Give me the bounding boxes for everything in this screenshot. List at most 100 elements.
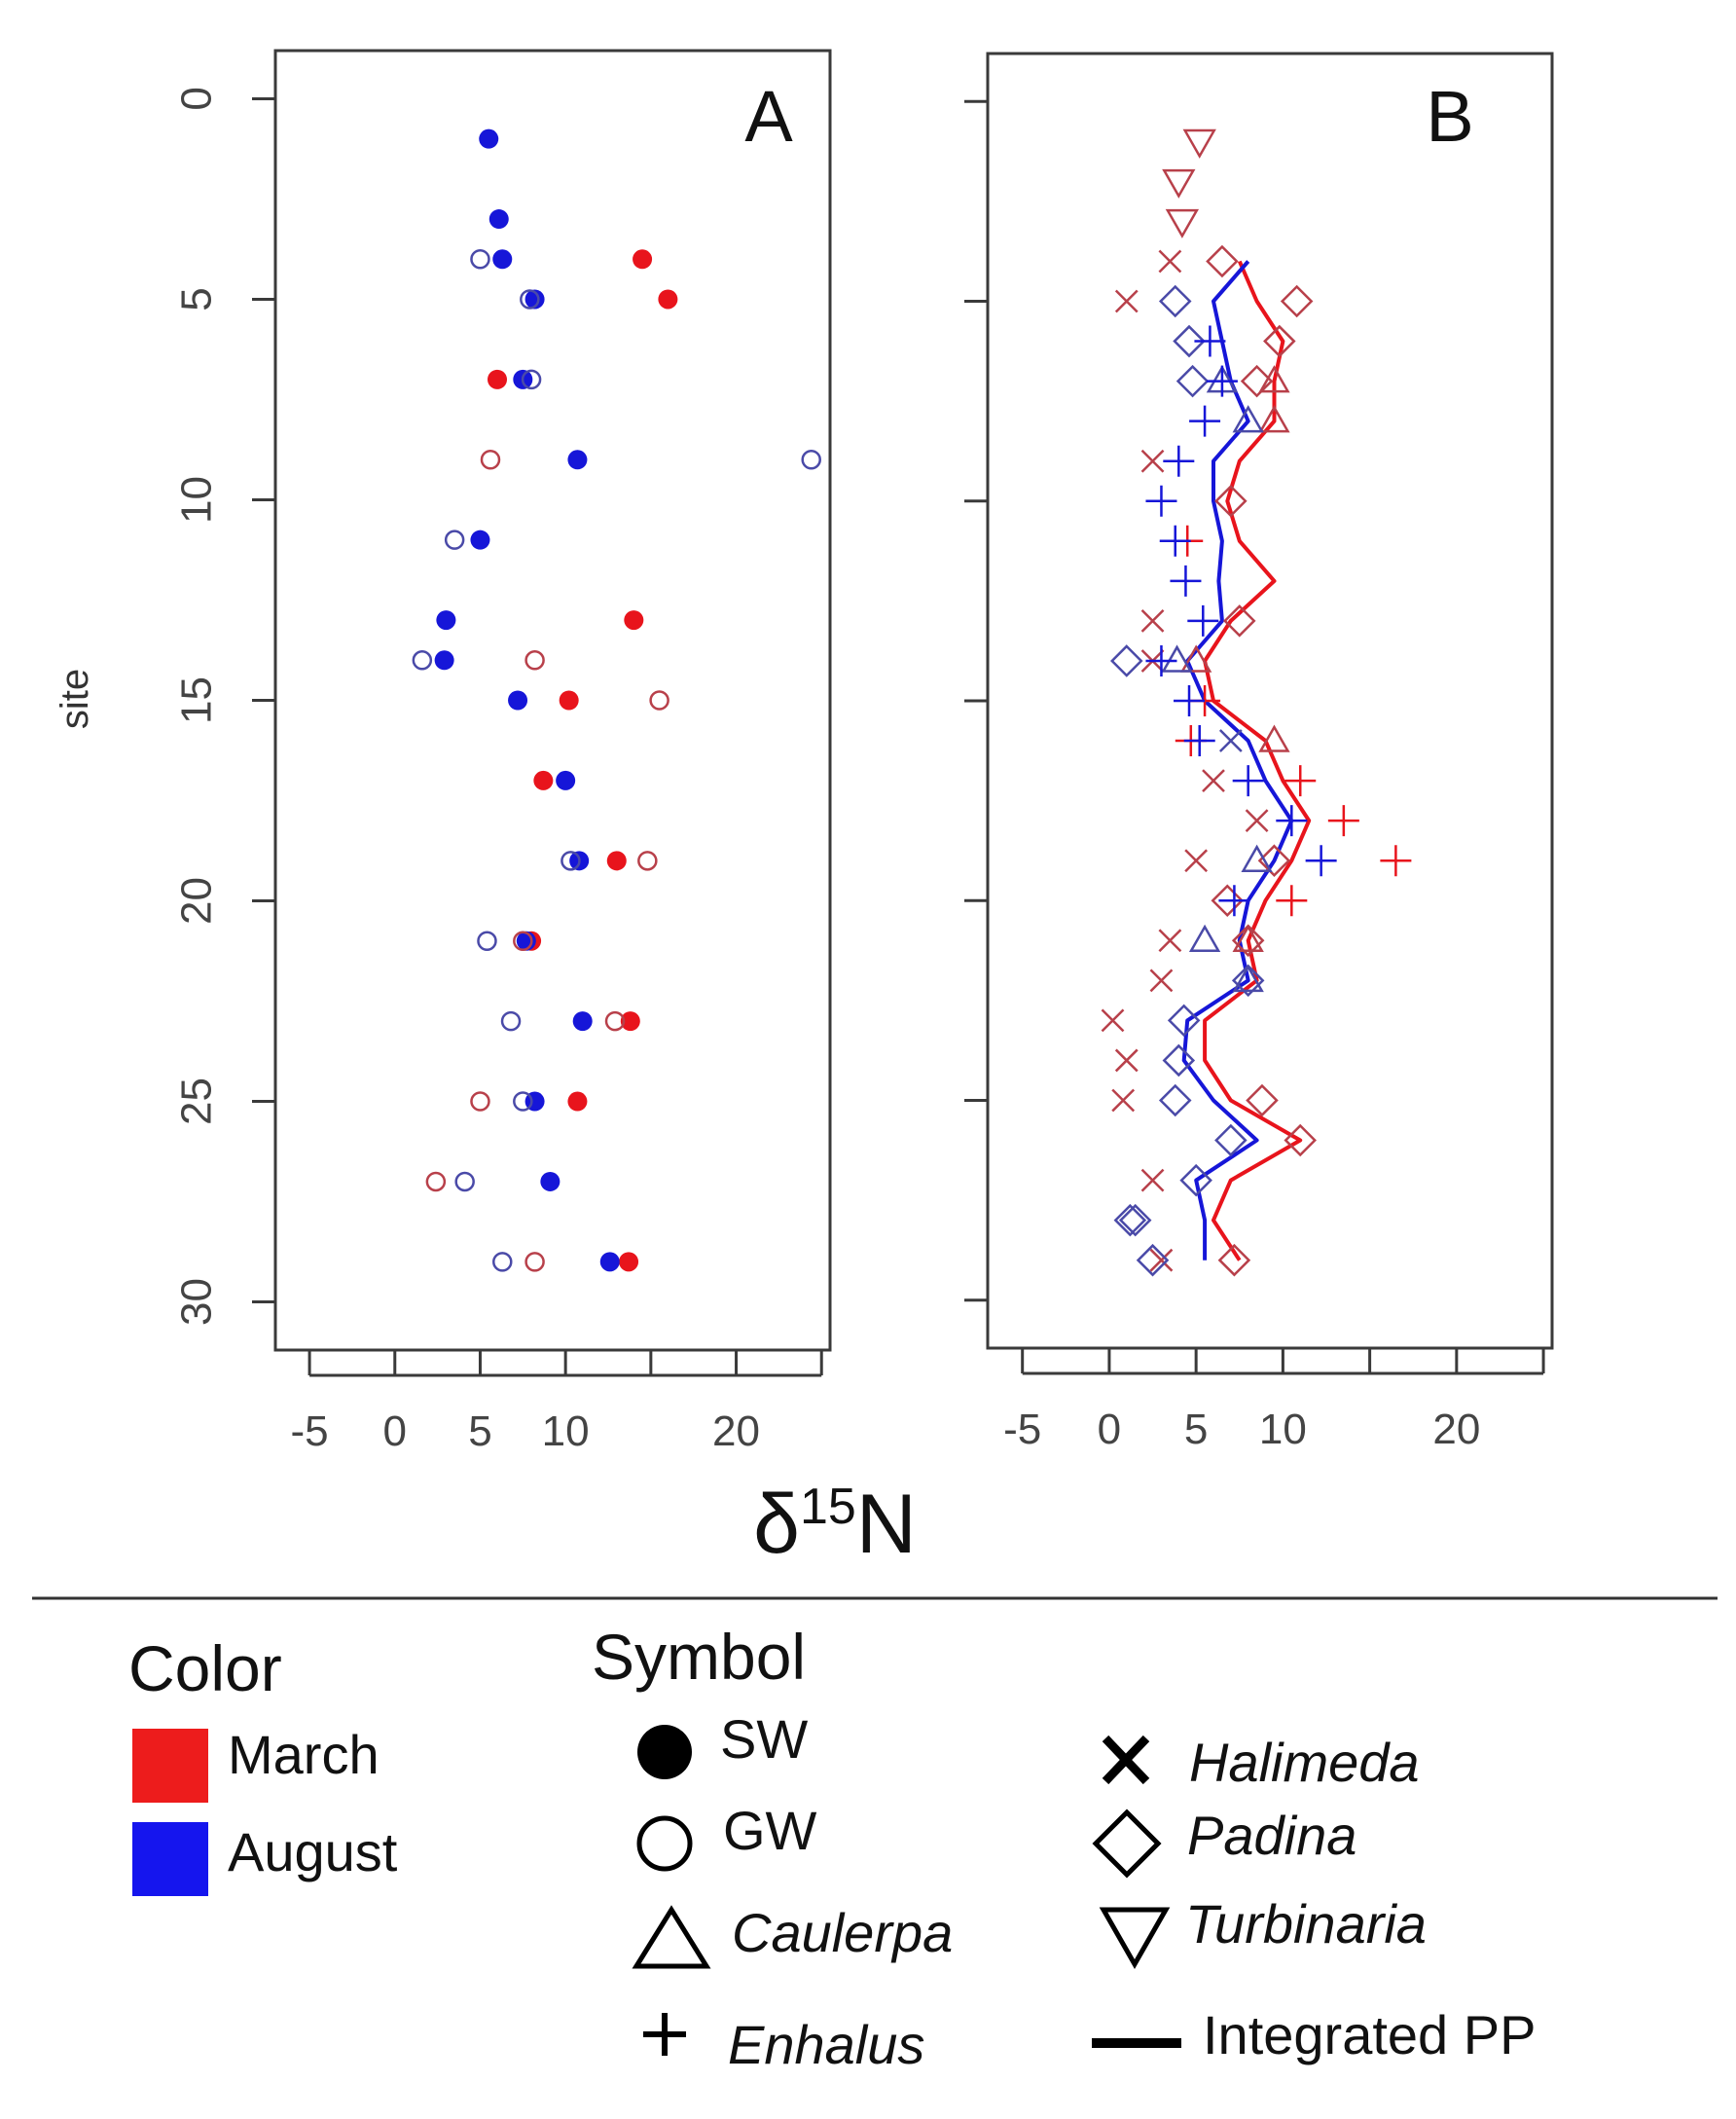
enhalus-label: Enhalus: [728, 2014, 924, 2075]
panel-a-y-tick-label: 20: [173, 877, 221, 925]
panel-b-enhalus-point: [1276, 885, 1308, 917]
panel-b-padina-point: [1167, 1004, 1201, 1038]
panel-b-caulerpa-point: [1188, 924, 1221, 953]
panel-b-lines: [1181, 260, 1312, 1261]
panel-a-gw-point: [649, 690, 669, 711]
x-axis-title: δ15N: [753, 1478, 917, 1571]
panel-a-gw-point: [454, 1171, 475, 1192]
panel-b-enhalus-point: [1206, 365, 1238, 397]
panel-b-padina-point: [1223, 604, 1256, 638]
color-legend: Color March August: [128, 1632, 398, 1896]
panel-a-title: A: [744, 76, 793, 157]
panel-b-points: [1101, 128, 1412, 1277]
panel-a-gw-point: [425, 1171, 447, 1192]
panel-a-y-tick-label: 0: [173, 87, 221, 110]
panel-b-halimeda-point: [1101, 1008, 1125, 1033]
panel-b-padina-point: [1158, 284, 1192, 318]
panel-b-enhalus-point: [1232, 765, 1264, 797]
panel-a-sw-point: [567, 450, 588, 470]
panel-a-y-tick-label: 10: [173, 476, 221, 524]
color-legend-title: Color: [128, 1632, 282, 1704]
panel-b-caulerpa-point: [1241, 844, 1273, 872]
panel-a-sw-point: [508, 690, 528, 711]
padina-symbol-icon: [1092, 1808, 1162, 1879]
panel-a-sw-point: [479, 128, 499, 149]
panel-a-sw-point: [619, 1252, 639, 1272]
panel-b-enhalus-point: [1174, 685, 1206, 716]
panel-a-sw-point: [624, 610, 644, 631]
panel-a-sw-point: [599, 1252, 620, 1272]
panel-b-x-tick-label: 0: [1098, 1406, 1121, 1453]
panel-b-enhalus-point: [1163, 445, 1195, 477]
panel-a-gw-point: [637, 851, 658, 871]
panel-a-sw-point: [633, 249, 653, 270]
panel-b-enhalus-point: [1327, 805, 1359, 837]
panel-b-integrated-pp-august-line: [1181, 260, 1294, 1260]
panel-b-halimeda-point: [1114, 289, 1139, 313]
panel-b-halimeda-point: [1140, 1168, 1165, 1192]
gw-symbol-icon: [636, 1815, 693, 1872]
panel-b-halimeda-point: [1218, 729, 1243, 752]
panel-b-padina-point: [1175, 364, 1210, 398]
panel-a-y-tick-label: 25: [173, 1078, 221, 1125]
panel-a-gw-point: [604, 1010, 626, 1032]
caulerpa-label: Caulerpa: [732, 1902, 953, 1963]
panel-a: A 0 5 10 15 20 25 30 -5 0 5 10 20: [173, 49, 832, 1455]
panel-a-sw-point: [434, 650, 454, 671]
panel-b-halimeda-point: [1158, 929, 1182, 953]
panel-b-enhalus-point: [1305, 845, 1337, 877]
panel-a-sw-point: [606, 851, 627, 871]
panel-b-caulerpa-point: [1179, 644, 1212, 673]
panel-b-padina-point: [1263, 324, 1296, 358]
panel-b-padina-point: [1113, 1203, 1147, 1237]
panel-b-padina-point: [1179, 1163, 1212, 1197]
panel-a-sw-point: [572, 1011, 593, 1032]
panel-a-gw-point: [513, 931, 533, 951]
panel-a-x-tick-label: 5: [468, 1407, 491, 1455]
panel-a-frame: [273, 49, 832, 1352]
panel-b-padina-point: [1136, 1243, 1170, 1277]
panel-a-gw-point: [444, 530, 465, 550]
panel-a-gw-point: [470, 249, 490, 270]
panel-a-y-tick-label: 15: [173, 676, 221, 724]
x-axis-title-sup: 15: [800, 1479, 856, 1535]
panel-b-padina-point: [1217, 1243, 1251, 1277]
panel-b-halimeda-point: [1149, 968, 1174, 993]
panel-a-gw-point: [561, 851, 581, 871]
panel-a-axes: 0 5 10 15 20 25 30 -5 0 5 10 20: [173, 87, 823, 1455]
panel-a-y-tick-label: 5: [173, 287, 221, 311]
panel-a-points: [412, 128, 821, 1272]
panel-b-title: B: [1426, 76, 1473, 157]
panel-b-padina-point: [1158, 1083, 1192, 1117]
panel-a-sw-point: [524, 289, 545, 310]
panel-b-padina-point: [1257, 844, 1291, 877]
panel-a-x-tick-label: -5: [291, 1407, 329, 1455]
panel-b-turbinaria-point: [1165, 208, 1200, 238]
panel-b-halimeda-point: [1111, 1088, 1136, 1113]
panel-a-gw-point: [492, 1252, 513, 1272]
panel-a-sw-point: [470, 530, 490, 550]
march-label: March: [228, 1724, 380, 1785]
symbol-legend-title: Symbol: [592, 1621, 806, 1693]
panel-a-gw-point: [524, 650, 545, 671]
sw-label: SW: [720, 1708, 808, 1770]
panel-b-padina-point: [1162, 1043, 1196, 1078]
panel-a-y-tick-label: 30: [173, 1278, 221, 1326]
panel-b-enhalus-point: [1170, 565, 1202, 597]
y-axis-title: site: [54, 669, 96, 729]
panel-a-gw-point: [801, 450, 821, 470]
gw-label: GW: [723, 1800, 817, 1861]
panel-b-caulerpa-point: [1232, 964, 1264, 993]
panel-a-sw-point: [658, 289, 678, 310]
panel-a-sw-point: [533, 770, 554, 790]
panel-b-caulerpa-point: [1161, 644, 1193, 673]
panel-b-halimeda-point: [1184, 849, 1209, 873]
panel-b-halimeda-point: [1114, 1048, 1139, 1073]
padina-label: Padina: [1187, 1805, 1356, 1866]
panel-a-sw-point: [492, 249, 513, 270]
panel-a-sw-point: [436, 610, 456, 631]
turbinaria-symbol-icon: [1099, 1907, 1171, 1970]
panel-b-enhalus-point: [1145, 485, 1177, 517]
panel-a-x-tick-label: 20: [712, 1407, 760, 1455]
